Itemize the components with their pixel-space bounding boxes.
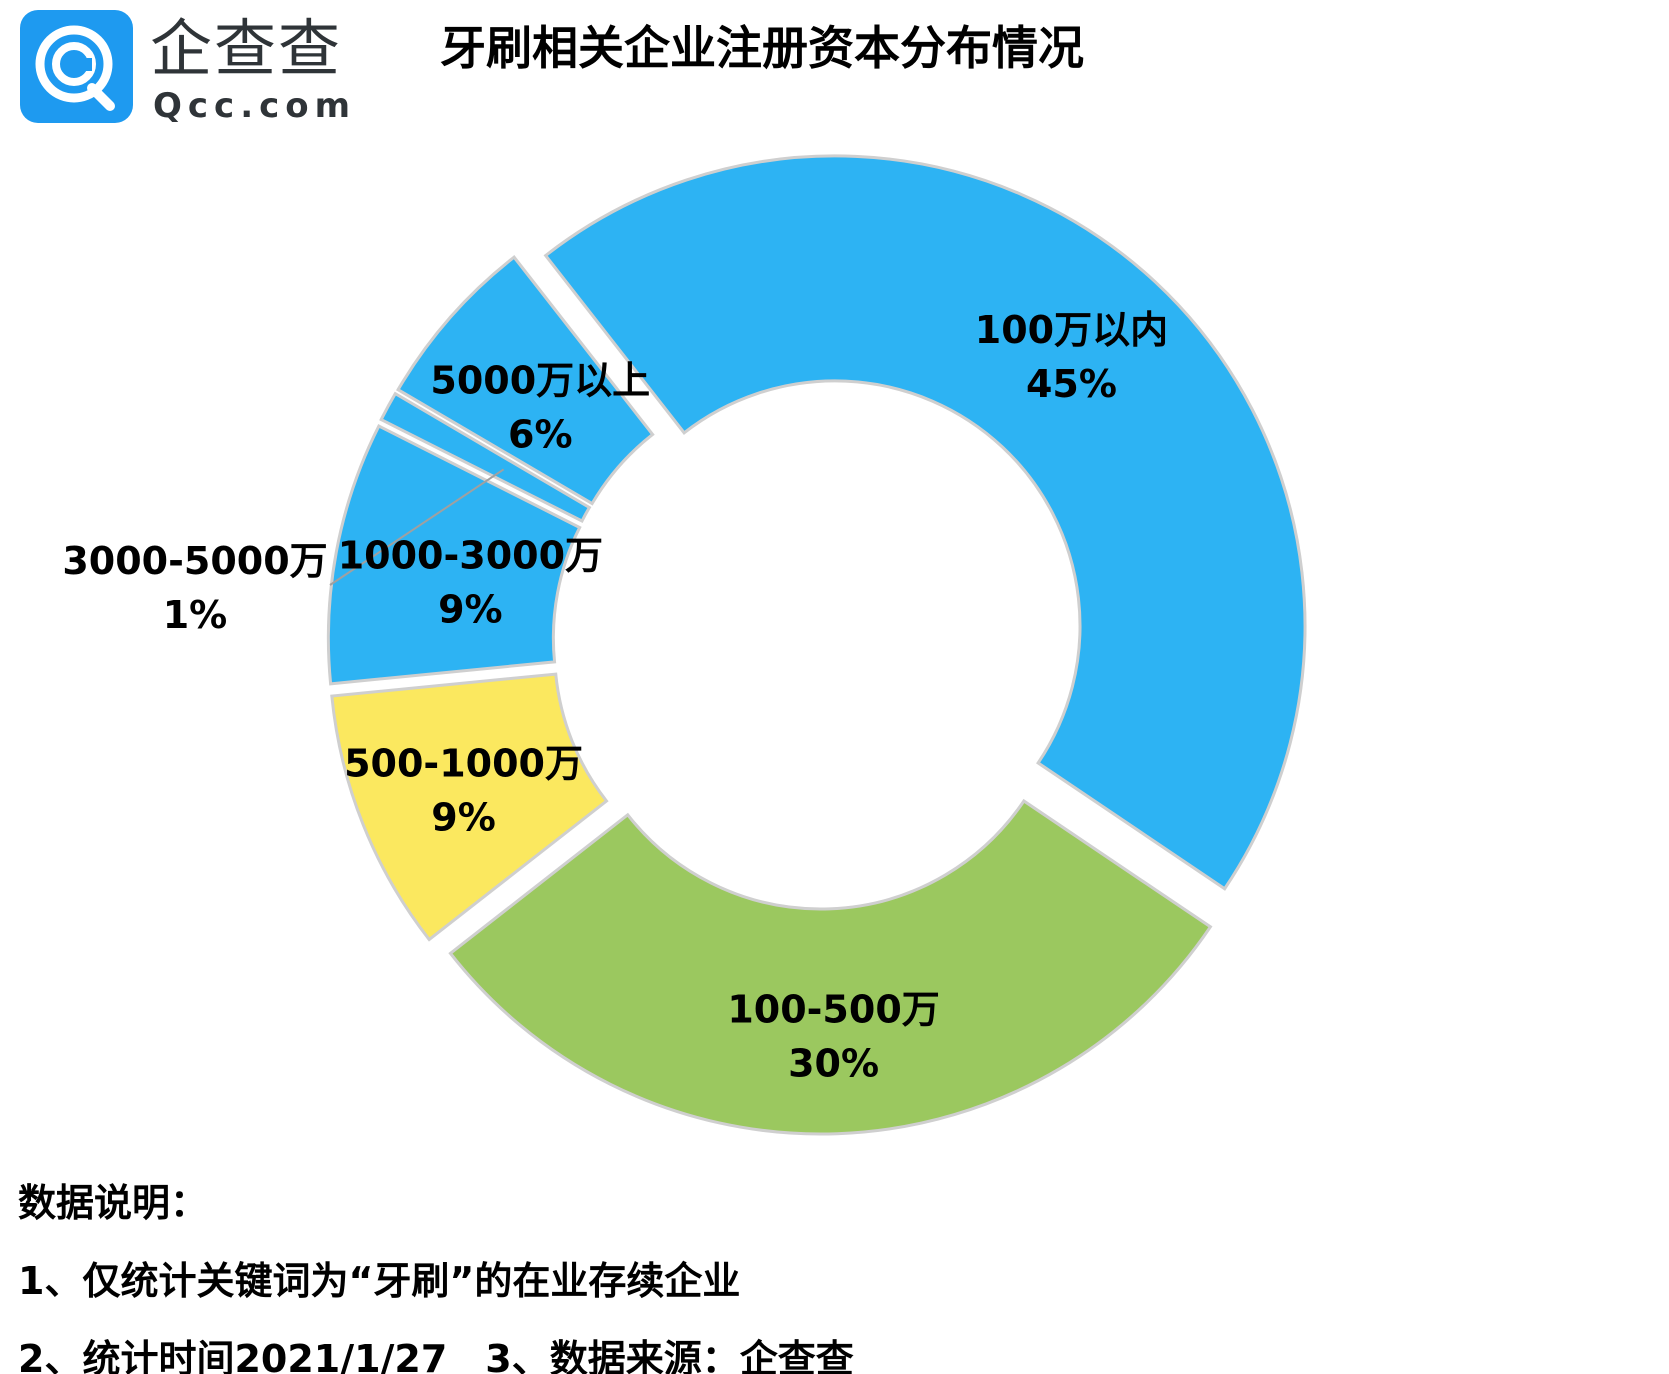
value-label: 45% (1026, 362, 1117, 406)
category-label: 5000万以上 (430, 359, 650, 403)
category-label: 1000-3000万 (338, 534, 603, 578)
slice-under-1m (543, 154, 1307, 891)
slice-1m-5m (448, 798, 1213, 1136)
slice-5m-10m (330, 672, 609, 942)
slice-30m-50m (379, 391, 592, 524)
qcc-logo-icon (20, 10, 133, 123)
value-label: 30% (788, 1041, 879, 1085)
notes-line-1: 1、仅统计关键词为“牙刷”的在业存续企业 (18, 1259, 741, 1303)
logo-brand-cn: 企查查 (150, 12, 343, 85)
value-label: 1% (163, 593, 228, 637)
category-label: 100-500万 (727, 987, 939, 1031)
value-label: 9% (438, 588, 503, 632)
chart-title: 牙刷相关企业注册资本分布情况 (440, 21, 1084, 75)
qcc-logo: 企查查 Qcc.com (20, 10, 360, 125)
slice-over-50m (396, 255, 655, 506)
category-label: 3000-5000万 (62, 539, 327, 583)
logo-brand-en: Qcc.com (153, 86, 357, 126)
notes-heading: 数据说明： (18, 1181, 209, 1225)
value-label: 9% (431, 796, 496, 840)
leader-line-30m-50m (329, 468, 505, 586)
value-label: 6% (508, 413, 573, 457)
notes-line-2: 2、统计时间2021/1/27 3、数据来源：企查查 (18, 1337, 854, 1374)
slice-10m-30m (326, 424, 582, 686)
category-label: 100万以内 (975, 308, 1168, 352)
category-label: 500-1000万 (344, 742, 583, 786)
